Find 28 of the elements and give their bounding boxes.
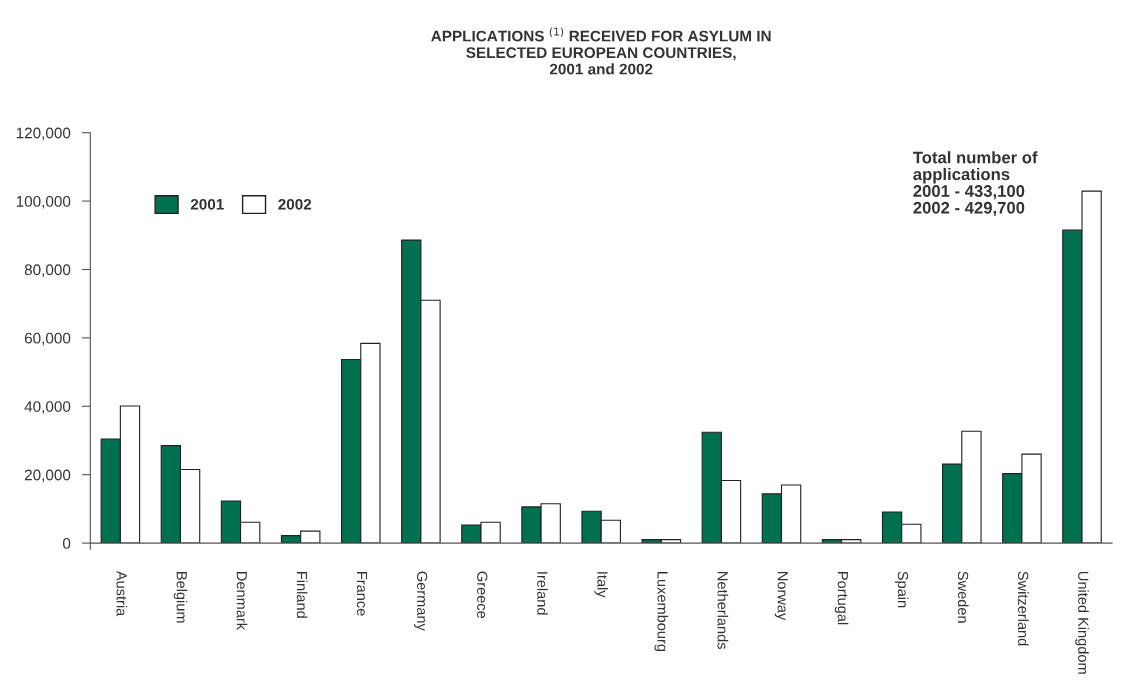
x-tick-label: Luxembourg	[654, 572, 669, 651]
chart-title: APPLICATIONS $^{(1)}$ RECEIVED FOR ASYLUM IN SELECTED EUROPEAN COUNTRIES, 2001 and 2002	[431, 27, 771, 75]
y-tick-label: 60,000	[24, 332, 71, 346]
x-tick-label: Germany	[414, 571, 428, 631]
legend-label: 2002	[278, 198, 312, 210]
annotation: Total number of applications 2001 - 433,100 2002 - 429,700	[913, 151, 1038, 217]
x-tick-label: Belgium	[173, 572, 188, 623]
x-tick-label: Switzerland	[1018, 571, 1029, 646]
x-tick-label: Denmark	[236, 572, 248, 631]
x-tick-label: Ireland	[537, 572, 548, 615]
x-tick-label: Netherlands	[717, 572, 729, 649]
x-tick-label: Austria	[116, 570, 128, 617]
x-tick-label: Spain	[894, 571, 909, 608]
x-tick-label: Sweden	[957, 571, 969, 623]
x-tick-label: Finland	[296, 572, 308, 618]
x-tick-label: Portugal	[834, 572, 849, 625]
y-tick-label: 0	[62, 537, 71, 549]
x-tick-label: Italy	[594, 572, 608, 598]
x-tick-label: United Kingdom	[1075, 572, 1089, 674]
y-tick-label: 120,000	[16, 127, 71, 141]
legend-label: 2001	[190, 198, 224, 210]
x-tick-label: Norway	[774, 572, 788, 621]
x-tick-label: Greece	[477, 571, 488, 619]
y-tick-label: 80,000	[24, 264, 71, 277]
y-tick-label: 20,000	[24, 469, 71, 483]
x-tick-label: France	[356, 572, 368, 616]
y-tick-label: 100,000	[16, 195, 71, 209]
y-tick-label: 40,000	[24, 401, 71, 414]
